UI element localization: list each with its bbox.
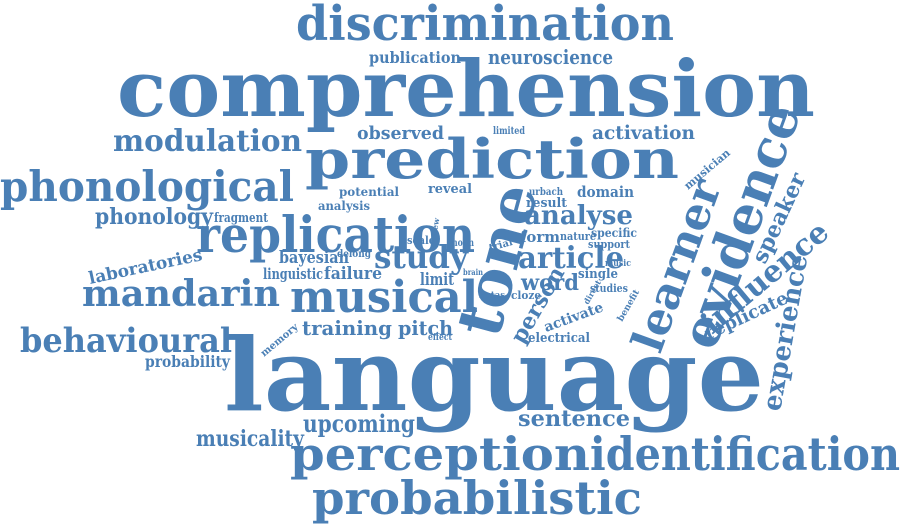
word-musicality: musicality: [196, 426, 305, 452]
word-urbach: urbach: [529, 187, 564, 198]
word-word: word: [520, 270, 579, 296]
word-probability: probability: [145, 352, 231, 371]
word-brain: brain: [463, 267, 483, 277]
word-electrical: electrical: [528, 331, 590, 346]
word-pitch: pitch: [398, 316, 453, 340]
word-perception: perception: [290, 427, 590, 481]
word-musical: musical: [290, 272, 478, 323]
word-analyse: analyse: [524, 201, 633, 231]
word-domain: domain: [577, 183, 634, 201]
word-result: result: [526, 196, 567, 211]
word-observed: observed: [357, 123, 444, 144]
word-limited: limited: [493, 126, 525, 137]
word-support: support: [588, 238, 631, 251]
word-noun: noun: [452, 238, 475, 249]
word-kutas: kutas: [479, 291, 505, 301]
word-bayesian: bayesian: [279, 248, 349, 268]
word-single: single: [578, 267, 618, 282]
word-reveal: reveal: [428, 182, 472, 197]
word-upcoming: upcoming: [303, 409, 415, 438]
word-effect: effect: [428, 333, 453, 343]
word-failure: failure: [324, 264, 382, 284]
word-music: music: [605, 259, 631, 269]
word-view: view: [428, 216, 442, 239]
word-behavioural: behavioural: [20, 321, 232, 361]
word-scale: scale: [407, 234, 435, 247]
word-prediction: prediction: [305, 127, 679, 191]
word-fragment: fragment: [214, 211, 268, 226]
word-probabilistic: probabilistic: [312, 471, 642, 525]
word-cloze: cloze: [511, 289, 541, 302]
word-studies: studies: [590, 282, 628, 295]
word-phonological: phonological: [0, 162, 294, 211]
word-analysis: analysis: [318, 199, 370, 213]
word-publication: publication: [369, 48, 461, 67]
word-neuroscience: neuroscience: [488, 45, 613, 69]
word-phonology: phonology: [95, 204, 214, 230]
word-linguistic: linguistic: [263, 265, 323, 283]
word-identification: identification: [590, 427, 900, 481]
word-nature: nature: [560, 230, 596, 243]
word-study: study: [374, 238, 469, 276]
word-discrimination: discrimination: [296, 0, 674, 52]
word-limit: limit: [420, 270, 454, 290]
word-form: form: [520, 228, 560, 246]
word-mandarin: mandarin: [82, 273, 280, 315]
word-article: article: [518, 241, 624, 276]
word-potential: potential: [339, 185, 399, 199]
word-specific: specific: [591, 226, 637, 240]
word-language: language: [224, 316, 764, 434]
word-activation: activation: [592, 122, 695, 144]
word-sentence: sentence: [518, 406, 630, 432]
word-replication: replication: [196, 205, 475, 264]
word-modulation: modulation: [113, 124, 302, 159]
word-training: training: [302, 316, 392, 340]
word-comprehension: comprehension: [117, 44, 815, 135]
word-delong: delong: [337, 249, 371, 260]
